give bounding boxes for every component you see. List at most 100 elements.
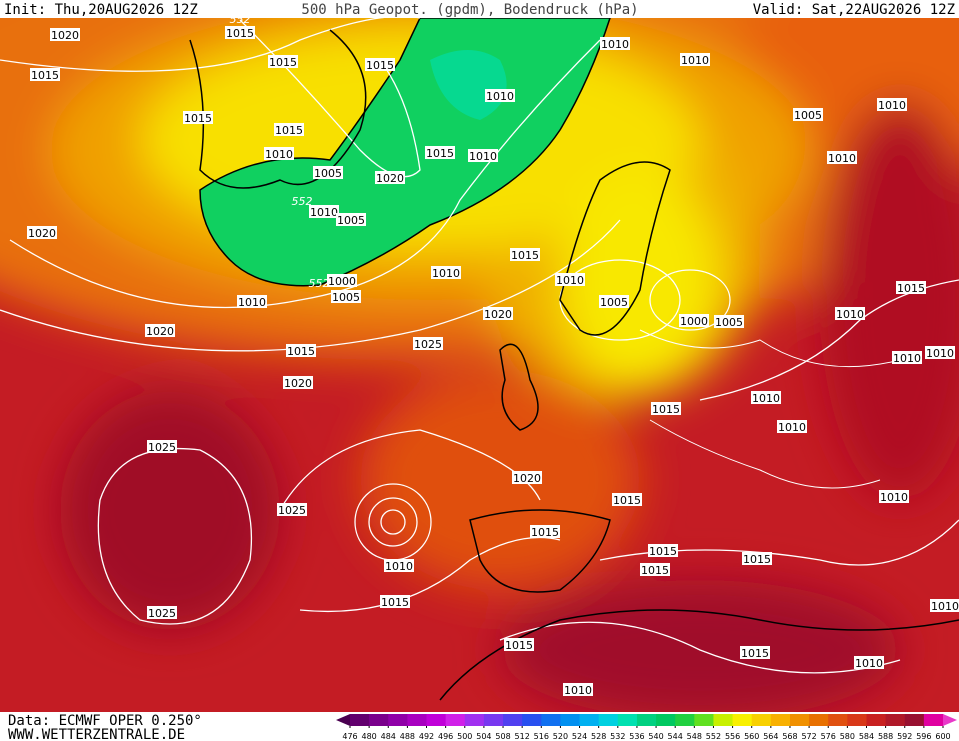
data-source: Data: ECMWF OPER 0.250° (8, 713, 202, 729)
label-box (274, 123, 304, 136)
isobar-label: 1020 (284, 377, 312, 390)
colorbar-box (866, 714, 887, 726)
valid-time: Valid: Sat,22AUG2026 12Z (753, 2, 955, 18)
isobar-label: 1025 (278, 504, 306, 517)
colorbar-box (560, 714, 581, 726)
label-box (30, 68, 60, 81)
isobar-label: 1015 (531, 526, 559, 539)
label-box (600, 37, 630, 50)
colorbar-box (732, 714, 753, 726)
label-box (327, 274, 357, 287)
label-box (563, 683, 593, 696)
colorbar-arrow (336, 714, 350, 726)
isobar-label: 1015 (649, 545, 677, 558)
isobar-label: 1015 (743, 553, 771, 566)
label-box (510, 248, 540, 261)
isobar-label: 1010 (778, 421, 806, 434)
colorbar-box (656, 714, 676, 726)
label-box (283, 376, 313, 389)
colorbar-label: 592 (897, 732, 912, 741)
colorbar-label: 476 (342, 732, 357, 741)
colorbar-label: 496 (438, 732, 453, 741)
label-box (512, 471, 542, 484)
label-box (27, 226, 57, 239)
colorbar-box (885, 714, 906, 726)
isobar-label: 1015 (275, 124, 303, 137)
label-box (612, 493, 642, 506)
isobar-label: 1015 (741, 647, 769, 660)
label-box (530, 525, 560, 538)
isobar-label: 1000 (680, 315, 708, 328)
colorbar-label: 500 (457, 732, 472, 741)
colorbar-label: 552 (706, 732, 721, 741)
colorbar-label: 548 (687, 732, 702, 741)
label-box (375, 171, 405, 184)
label-box (751, 391, 781, 404)
label-box (380, 595, 410, 608)
colorbar-box (694, 714, 714, 726)
isobar-label: 1010 (836, 308, 864, 321)
colorbar-label: 564 (763, 732, 778, 741)
isobar-label: 1010 (601, 38, 629, 51)
isobar-label: 1010 (564, 684, 592, 697)
isobar-label: 1010 (893, 352, 921, 365)
label-box (793, 108, 823, 121)
colorbar-box (636, 714, 657, 726)
colorbar-label: 568 (782, 732, 797, 741)
isobar-label: 1015 (897, 282, 925, 295)
label-box (431, 266, 461, 279)
colorbar-box (483, 714, 504, 726)
isobar-label: 1015 (287, 345, 315, 358)
label-box (147, 440, 177, 453)
colorbar-box (617, 714, 638, 726)
label-box (336, 213, 366, 226)
label-box (264, 147, 294, 160)
colorbar-label: 536 (629, 732, 644, 741)
isobar-label: 1005 (337, 214, 365, 227)
label-box (740, 646, 770, 659)
colorbar-box (522, 714, 542, 726)
colorbar-box (541, 714, 561, 726)
label-box (640, 563, 670, 576)
colorbar-label: 484 (381, 732, 396, 741)
isobar-label: 1010 (855, 657, 883, 670)
colorbar-label: 508 (495, 732, 510, 741)
label-box (309, 205, 339, 218)
colorbar-label: 516 (534, 732, 549, 741)
isobar-labels: 1020 1015 1015 1015 1015 1015 1015 1010 1005 1020… (27, 13, 959, 697)
label-box (145, 324, 175, 337)
colorbar-label: 492 (419, 732, 434, 741)
colorbar-box (675, 714, 695, 726)
label-box (835, 307, 865, 320)
colorbar-box (809, 714, 829, 726)
colorbar-label: 540 (648, 732, 663, 741)
isobar-label: 1005 (314, 167, 342, 180)
isobar-label: 1020 (146, 325, 174, 338)
colorbar-label: 560 (744, 732, 759, 741)
label-box (147, 606, 177, 619)
colorbar-box (579, 714, 600, 726)
colorbar-box (751, 714, 772, 726)
isobar-label: 1015 (652, 403, 680, 416)
field (0, 18, 959, 712)
isobar-label: 1010 (752, 392, 780, 405)
isobar-label: 1020 (484, 308, 512, 321)
colorbar-label: 600 (935, 732, 950, 741)
colorbar-label: 544 (668, 732, 683, 741)
isobar-label: 1010 (385, 560, 413, 573)
colorbar-box (789, 714, 810, 726)
colorbar-box (445, 714, 466, 726)
isobar-label: 1025 (148, 607, 176, 620)
colorbar-label: 524 (572, 732, 587, 741)
label-box (365, 58, 395, 71)
colorbar-label: 556 (725, 732, 740, 741)
label-box (425, 146, 455, 159)
isobar-label: 1015 (184, 112, 212, 125)
label-box (648, 544, 678, 557)
label-box (896, 281, 926, 294)
colorbar: 476 480 484 488 492 496 500 504 508 512 516 520 524 5… (336, 714, 957, 741)
colorbar-label: 596 (916, 732, 931, 741)
isobar-label: 1025 (148, 441, 176, 454)
colorbar-label: 528 (591, 732, 606, 741)
